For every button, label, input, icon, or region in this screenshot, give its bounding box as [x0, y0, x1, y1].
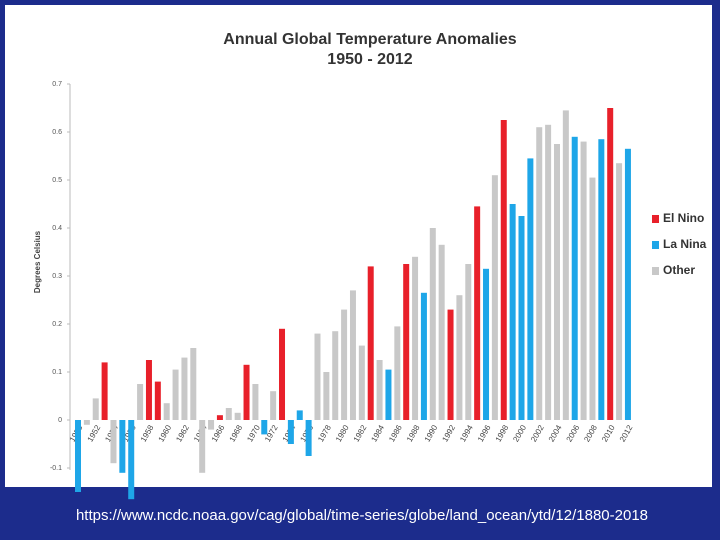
bar [145, 360, 152, 420]
bar [332, 331, 339, 420]
y-tick-label: 0.3 [52, 273, 62, 280]
legend-swatch [652, 241, 659, 249]
bar [225, 408, 232, 420]
bar [216, 415, 223, 420]
bar [616, 163, 623, 420]
bar [261, 420, 268, 435]
bar [208, 420, 215, 430]
legend-label: La Nina [663, 237, 707, 251]
bar [571, 136, 578, 421]
bar [279, 328, 286, 420]
y-tick-label: 0 [58, 417, 62, 424]
bar [128, 420, 135, 500]
bar [394, 326, 401, 420]
bar [234, 412, 241, 420]
bar [456, 295, 463, 420]
bar [110, 420, 117, 464]
bar [323, 372, 330, 420]
bar [341, 309, 348, 420]
bar [101, 362, 108, 420]
y-axis-label: Degrees Celsius [33, 230, 42, 293]
bar [83, 420, 90, 425]
bar [92, 398, 99, 420]
bar [190, 348, 197, 420]
bar [438, 244, 445, 420]
bar [500, 120, 507, 420]
bar [536, 127, 543, 420]
bar [349, 290, 356, 420]
bar [509, 204, 516, 420]
bar [465, 264, 472, 420]
y-tick-label: 0.6 [52, 129, 62, 136]
bar [252, 384, 259, 420]
bar [137, 384, 144, 420]
bar [483, 268, 490, 420]
bar [607, 108, 614, 420]
bar [562, 110, 569, 421]
y-tick-label: 0.1 [52, 369, 62, 376]
bar [580, 141, 587, 420]
bar [367, 266, 374, 420]
bar [358, 345, 365, 420]
bar [412, 256, 419, 420]
y-tick-label: 0.4 [52, 225, 62, 232]
y-tick-label: 0.7 [52, 81, 62, 88]
bar [314, 333, 321, 420]
legend-label: El Nino [663, 211, 704, 225]
bar [385, 369, 392, 420]
bar [403, 264, 410, 420]
bar [199, 420, 206, 473]
chart-panel [5, 5, 712, 487]
bar [545, 124, 552, 421]
bar [287, 420, 294, 444]
bar [429, 228, 436, 420]
bar [181, 357, 188, 420]
bar [270, 391, 277, 420]
bar [163, 403, 170, 420]
y-tick-label: -0.1 [50, 465, 62, 472]
bar [420, 292, 427, 420]
bar [172, 369, 179, 420]
bar [243, 364, 250, 420]
bar [589, 177, 596, 420]
y-tick-label: 0.2 [52, 321, 62, 328]
legend-swatch [652, 215, 659, 223]
legend-swatch [652, 267, 659, 275]
bar [624, 148, 631, 421]
bar [447, 309, 454, 420]
bar [75, 420, 81, 492]
bar [376, 360, 383, 420]
legend-label: Other [663, 263, 695, 277]
bar [296, 410, 303, 420]
bar [305, 420, 312, 456]
bar [119, 420, 126, 473]
chart-subtitle: 1950 - 2012 [327, 51, 413, 68]
bar [527, 158, 534, 420]
bar [518, 216, 525, 420]
y-tick-label: 0.5 [52, 177, 62, 184]
bar [553, 144, 560, 420]
bar [491, 175, 498, 420]
chart-title: Annual Global Temperature Anomalies [223, 31, 516, 48]
source-link[interactable]: https://www.ncdc.noaa.gov/cag/global/tim… [76, 507, 648, 524]
bar [598, 139, 605, 420]
bar [474, 206, 481, 420]
bar [154, 381, 161, 420]
